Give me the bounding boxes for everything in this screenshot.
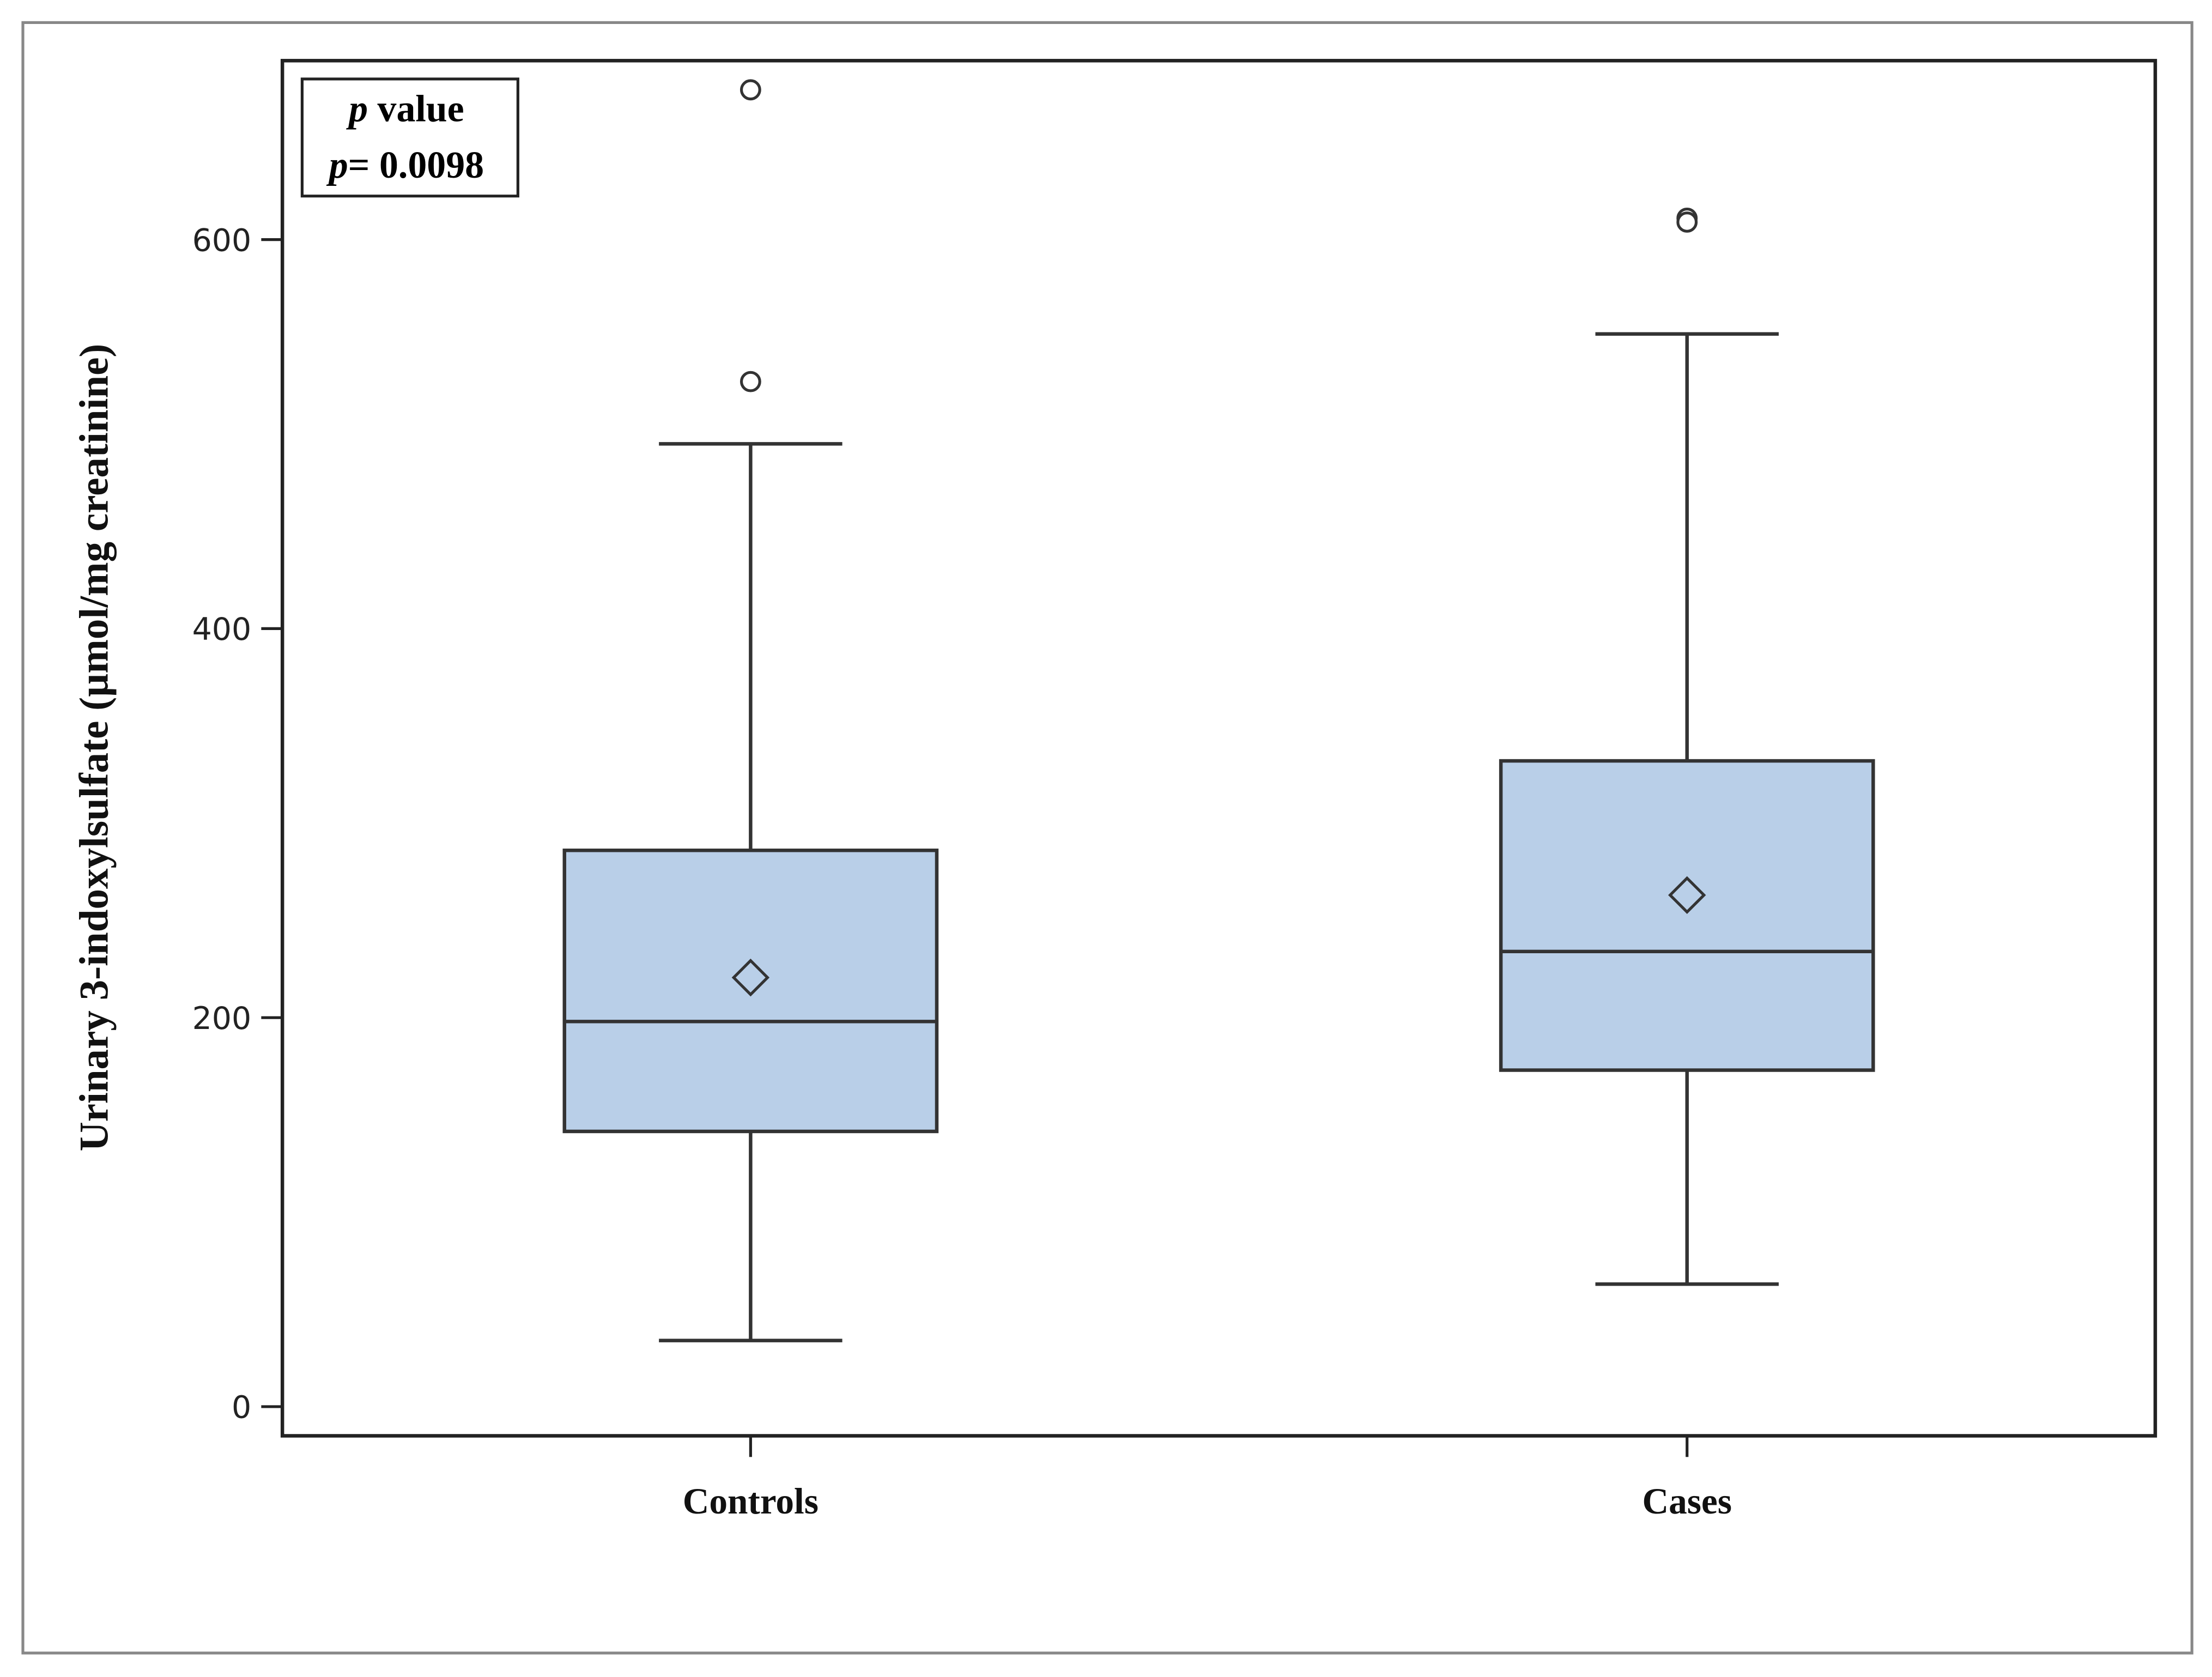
box [562, 849, 939, 1134]
x-tick-label: Cases [1642, 1481, 1731, 1522]
annotation-box [300, 77, 519, 198]
y-tick-label: 600 [192, 222, 252, 258]
outlier [740, 79, 761, 101]
mean [731, 958, 770, 997]
plot-frame [280, 59, 2158, 1438]
outlier [1676, 211, 1698, 233]
outlier [740, 371, 761, 392]
annotation-title: p value [346, 88, 464, 130]
y-tick-label: 400 [192, 612, 252, 647]
box [1499, 759, 1875, 1072]
y-tick-label: 200 [192, 1001, 252, 1037]
y-tick-label: 0 [232, 1390, 251, 1426]
x-tick-label: Controls [683, 1481, 819, 1522]
annotation-text: p= 0.0098 [326, 144, 484, 186]
y-axis-label: Urinary 3-indoxylsulfate (µmol/mg creati… [71, 344, 117, 1152]
mean [1668, 876, 1706, 915]
